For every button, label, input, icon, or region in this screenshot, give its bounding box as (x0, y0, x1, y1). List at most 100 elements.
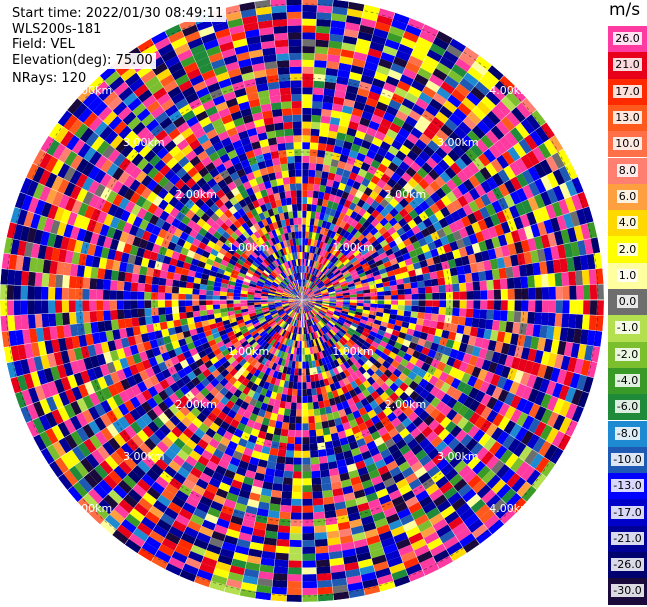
velocity-gate (311, 284, 317, 291)
velocity-gate (532, 376, 544, 391)
velocity-gate (320, 335, 327, 343)
velocity-gate (315, 323, 321, 330)
velocity-gate (302, 294, 307, 300)
velocity-gate (315, 39, 329, 48)
velocity-gate (288, 317, 293, 325)
velocity-gate (367, 258, 376, 266)
velocity-gate (357, 87, 370, 98)
velocity-gate (322, 164, 331, 173)
velocity-gate (61, 300, 69, 313)
velocity-gate (370, 300, 378, 304)
velocity-gate (392, 407, 404, 418)
velocity-gate (422, 86, 437, 99)
velocity-gate (569, 300, 577, 314)
velocity-gate (327, 130, 338, 139)
velocity-gate (440, 206, 451, 218)
velocity-gate (520, 276, 529, 289)
velocity-gate (405, 496, 419, 508)
velocity-gate (412, 416, 424, 428)
velocity-gate (469, 399, 481, 412)
velocity-gate (378, 8, 395, 20)
velocity-gate (546, 172, 559, 188)
velocity-gate (260, 295, 268, 299)
velocity-gate (411, 103, 426, 116)
velocity-gate (86, 368, 97, 382)
velocity-gate (49, 326, 58, 340)
velocity-gate (220, 283, 229, 289)
velocity-gate (395, 478, 409, 490)
velocity-gate (440, 505, 456, 519)
velocity-gate (294, 340, 298, 348)
velocity-gate (171, 300, 179, 307)
velocity-gate (245, 364, 254, 373)
velocity-gate (470, 442, 484, 456)
velocity-gate (173, 437, 186, 450)
velocity-gate (406, 347, 415, 356)
velocity-gate (422, 24, 439, 37)
velocity-gate (393, 56, 408, 68)
velocity-gate (539, 325, 548, 339)
velocity-gate (241, 582, 257, 592)
velocity-gate (212, 290, 221, 296)
velocity-gate (497, 416, 511, 431)
velocity-gate (472, 460, 486, 475)
velocity-gate (68, 275, 77, 289)
velocity-gate (158, 344, 168, 355)
velocity-gate (152, 322, 162, 332)
velocity-gate (467, 335, 477, 346)
velocity-gate (345, 383, 354, 392)
velocity-gate (339, 314, 347, 320)
velocity-gate (233, 306, 241, 311)
velocity-gate (443, 486, 458, 500)
velocity-gate (311, 275, 316, 283)
velocity-gate (189, 396, 201, 407)
velocity-gate (348, 266, 356, 273)
velocity-gate (375, 377, 385, 387)
velocity-gate (262, 481, 274, 490)
velocity-gate (418, 178, 430, 190)
velocity-gate (324, 510, 337, 519)
velocity-gate (223, 498, 237, 509)
velocity-gate (287, 429, 296, 438)
velocity-gate (240, 305, 248, 310)
velocity-gate (439, 416, 452, 429)
velocity-gate (532, 262, 541, 276)
velocity-gate (352, 353, 361, 362)
velocity-gate (381, 276, 390, 283)
velocity-gate (314, 254, 320, 262)
velocity-gate (499, 310, 508, 322)
velocity-gate (295, 333, 299, 341)
velocity-gate (327, 355, 334, 363)
velocity-gate (357, 337, 366, 345)
velocity-gate (302, 107, 312, 115)
velocity-gate (411, 508, 426, 520)
velocity-gate (328, 461, 338, 470)
velocity-gate (308, 300, 316, 303)
velocity-gate (414, 73, 429, 86)
velocity-gate (118, 429, 132, 443)
velocity-gate (329, 368, 336, 377)
velocity-gate (119, 357, 129, 369)
velocity-gate (394, 422, 406, 434)
velocity-gate (343, 272, 351, 279)
velocity-gate (217, 411, 228, 421)
velocity-gate (372, 452, 384, 463)
velocity-gate (331, 202, 339, 211)
velocity-gate (307, 293, 315, 297)
velocity-gate (333, 195, 342, 204)
velocity-gate (551, 152, 565, 169)
velocity-gate (378, 530, 394, 542)
velocity-gate (255, 514, 268, 524)
velocity-gate (326, 284, 334, 289)
velocity-gate (320, 319, 327, 326)
velocity-gate (82, 493, 99, 509)
velocity-gate (314, 331, 319, 339)
velocity-gate (360, 74, 374, 85)
velocity-gate (303, 258, 307, 266)
velocity-gate (273, 399, 281, 408)
velocity-gate (69, 263, 79, 277)
velocity-gate (486, 396, 498, 410)
velocity-gate (311, 204, 317, 212)
velocity-gate (313, 183, 321, 192)
velocity-gate (350, 364, 359, 373)
